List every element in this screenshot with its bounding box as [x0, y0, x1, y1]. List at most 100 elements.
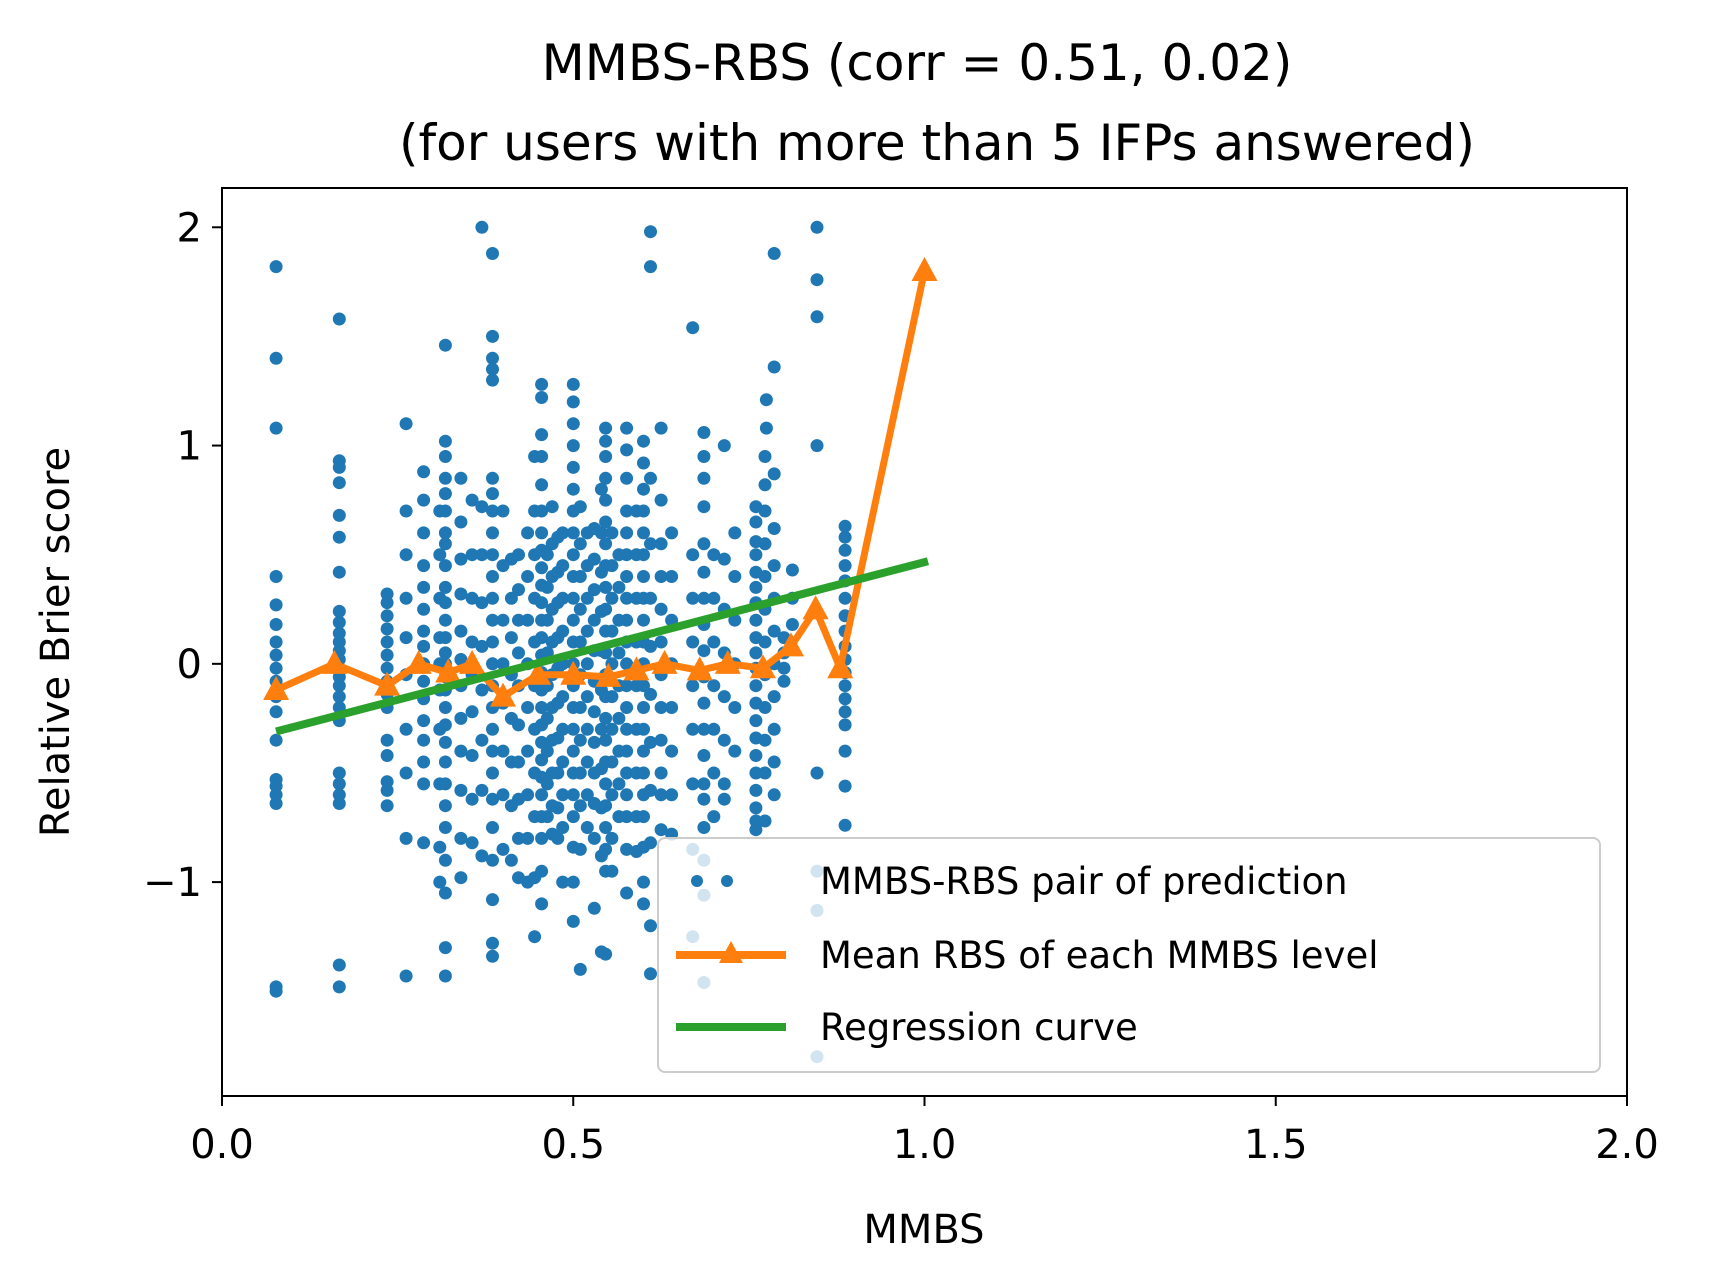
y-tick-label: −1: [143, 860, 202, 906]
scatter-point: [580, 821, 594, 834]
scatter-point: [587, 831, 601, 845]
x-axis: 0.0 0.5 1.0 1.5 2.0: [190, 1096, 1659, 1168]
scatter-point: [496, 842, 510, 856]
scatter-point: [838, 519, 852, 533]
scatter-point: [438, 631, 452, 645]
scatter-point: [573, 733, 587, 747]
scatter-point: [551, 766, 565, 780]
scatter-point: [620, 766, 634, 780]
regression-line: [275, 557, 930, 736]
scatter-point: [758, 504, 772, 518]
scatter-point: [566, 591, 580, 605]
scatter-point: [438, 701, 452, 714]
scatter-point: [332, 508, 346, 522]
scatter-point: [535, 561, 549, 575]
scatter-point: [717, 777, 731, 791]
scatter-point: [599, 842, 613, 856]
scatter-point: [433, 875, 447, 889]
scatter-point: [454, 711, 468, 725]
scatter-point: [556, 788, 570, 802]
scatter-point: [454, 653, 468, 666]
scatter-point: [728, 570, 742, 583]
scatter-point: [540, 548, 554, 562]
scatter-point: [380, 596, 394, 610]
scatter-point: [707, 679, 721, 693]
scatter-point: [486, 949, 499, 963]
scatter-point: [399, 831, 413, 845]
scatter-point: [269, 598, 283, 612]
scatter-point: [637, 897, 650, 911]
scatter-point: [620, 810, 634, 824]
scatter-point: [454, 552, 468, 566]
scatter-point: [605, 722, 619, 736]
scatter-point: [496, 504, 510, 518]
scatter-point: [417, 714, 431, 728]
scatter-point: [504, 591, 518, 605]
scatter-point: [654, 766, 668, 780]
scatter-point: [654, 570, 668, 583]
scatter-point: [637, 744, 650, 758]
scatter-point: [540, 613, 554, 627]
mean-marker: [405, 649, 432, 674]
scatter-point: [512, 548, 525, 562]
scatter-point: [767, 755, 781, 769]
scatter-point: [535, 450, 549, 463]
scatter-point: [654, 602, 668, 616]
scatter-point: [454, 515, 468, 529]
scatter-point: [512, 831, 525, 845]
scatter-point: [486, 373, 499, 387]
scatter-point: [486, 351, 499, 365]
scatter-point: [566, 377, 580, 391]
scatter-point: [637, 456, 650, 470]
scatter-point: [380, 609, 394, 623]
scatter-point: [697, 792, 711, 806]
scatter-point: [749, 801, 763, 815]
scatter-point: [269, 661, 283, 675]
mean-marker: [802, 595, 829, 620]
legend-label-scatter: MMBS-RBS pair of prediction: [820, 860, 1348, 903]
scatter-point: [644, 735, 657, 749]
scatter-point: [332, 679, 346, 693]
scatter-point: [654, 823, 668, 837]
legend: MMBS-RBS pair of prediction Mean RBS of …: [657, 837, 1601, 1073]
scatter-point: [417, 493, 431, 507]
scatter-point: [573, 635, 587, 649]
scatter-point: [521, 744, 535, 758]
scatter-point: [486, 570, 499, 583]
scatter-point: [465, 749, 479, 762]
scatter-point: [810, 766, 824, 780]
mean-series: [263, 256, 938, 707]
scatter-point: [486, 744, 499, 758]
scatter-point: [438, 450, 452, 463]
scatter-point: [521, 526, 535, 540]
scatter-point: [717, 552, 731, 566]
scatter-point: [535, 526, 549, 540]
scatter-point: [486, 504, 499, 518]
scatter-point: [269, 984, 283, 998]
scatter-point: [486, 526, 499, 540]
scatter-point: [599, 515, 613, 529]
y-tick-label: 1: [177, 424, 202, 470]
scatter-point: [438, 526, 452, 540]
scatter-point: [566, 395, 580, 409]
scatter-point: [573, 766, 587, 780]
scatter-point: [697, 426, 711, 439]
scatter-point: [587, 901, 601, 915]
scatter-point: [728, 701, 742, 714]
scatter-point: [637, 548, 650, 562]
scatter-point: [758, 635, 772, 649]
scatter-point: [556, 690, 570, 704]
scatter-point: [594, 482, 608, 496]
scatter-point: [521, 788, 535, 802]
scatter-point: [417, 755, 431, 769]
scatter-point: [535, 391, 549, 404]
scatter-point: [540, 810, 554, 824]
scatter-point: [521, 613, 535, 627]
scatter-point: [620, 886, 634, 900]
scatter-point: [749, 823, 763, 837]
x-tick-label: 1.5: [1244, 1122, 1308, 1168]
scatter-point: [438, 559, 452, 573]
scatter-point: [644, 967, 657, 981]
scatter-point: [566, 482, 580, 496]
